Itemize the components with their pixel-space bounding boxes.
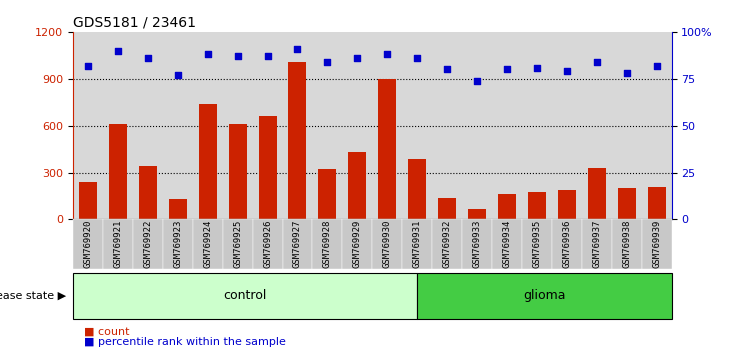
Point: [412, 55, 423, 61]
Bar: [498, 194, 516, 219]
Text: GSM769922: GSM769922: [143, 220, 153, 268]
Text: GSM769924: GSM769924: [203, 220, 212, 268]
Text: GSM769937: GSM769937: [592, 220, 602, 268]
Text: GSM769925: GSM769925: [233, 220, 242, 268]
Text: GSM769933: GSM769933: [472, 220, 482, 268]
Text: glioma: glioma: [523, 289, 566, 302]
Bar: [648, 187, 666, 219]
Text: GSM769929: GSM769929: [353, 220, 362, 268]
Bar: [618, 188, 636, 219]
Bar: [109, 124, 127, 219]
Point: [561, 68, 573, 74]
Text: ■ percentile rank within the sample: ■ percentile rank within the sample: [84, 337, 286, 347]
Text: GSM769928: GSM769928: [323, 220, 332, 268]
Bar: [588, 168, 606, 219]
Text: disease state ▶: disease state ▶: [0, 291, 66, 301]
Text: ■ count: ■ count: [84, 326, 129, 337]
Text: GSM769921: GSM769921: [113, 220, 123, 268]
Point: [322, 59, 334, 65]
Point: [352, 55, 364, 61]
Point: [82, 63, 93, 68]
Point: [112, 48, 124, 53]
Point: [651, 63, 663, 68]
Text: GSM769923: GSM769923: [173, 220, 182, 268]
Point: [201, 52, 214, 57]
Bar: [348, 152, 366, 219]
Bar: [468, 209, 486, 219]
Point: [531, 65, 543, 70]
Text: GSM769927: GSM769927: [293, 220, 302, 268]
Point: [501, 67, 512, 72]
Text: GSM769938: GSM769938: [622, 220, 631, 268]
Bar: [558, 190, 576, 219]
Point: [441, 67, 453, 72]
Bar: [199, 104, 217, 219]
Text: GSM769931: GSM769931: [412, 220, 422, 268]
Text: GSM769920: GSM769920: [83, 220, 93, 268]
Bar: [528, 192, 546, 219]
Point: [472, 78, 483, 84]
Text: GSM769936: GSM769936: [562, 220, 572, 268]
Point: [142, 55, 154, 61]
Bar: [318, 170, 337, 219]
Text: control: control: [223, 289, 266, 302]
Point: [620, 70, 632, 76]
Text: GSM769939: GSM769939: [652, 220, 661, 268]
Point: [262, 53, 274, 59]
Text: GDS5181 / 23461: GDS5181 / 23461: [73, 15, 196, 29]
Bar: [408, 159, 426, 219]
Bar: [139, 166, 157, 219]
Text: GSM769935: GSM769935: [532, 220, 542, 268]
Bar: [228, 124, 247, 219]
Bar: [288, 62, 307, 219]
Point: [232, 53, 244, 59]
Bar: [258, 116, 277, 219]
Bar: [438, 198, 456, 219]
Point: [591, 59, 603, 65]
Bar: [378, 79, 396, 219]
Point: [381, 52, 393, 57]
Text: GSM769932: GSM769932: [442, 220, 452, 268]
Point: [292, 46, 304, 52]
Text: GSM769926: GSM769926: [263, 220, 272, 268]
Text: GSM769930: GSM769930: [383, 220, 392, 268]
Bar: [169, 199, 187, 219]
Point: [172, 72, 184, 78]
Text: GSM769934: GSM769934: [502, 220, 512, 268]
Bar: [79, 182, 97, 219]
